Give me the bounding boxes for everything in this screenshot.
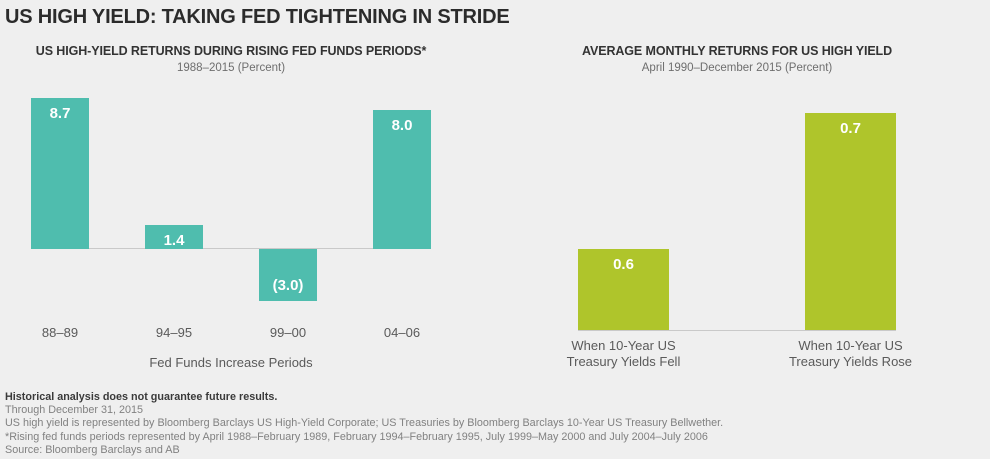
x-axis-tick-label: 94–95 <box>155 325 193 340</box>
footnotes-block: Historical analysis does not guarantee f… <box>5 391 975 457</box>
x-axis-tick-label: 04–06 <box>383 325 421 340</box>
bar: 8.7 <box>31 98 89 249</box>
bar: 0.6 <box>578 248 669 330</box>
left-chart-subtitle: 1988–2015 (Percent) <box>176 62 286 74</box>
left-chart-title: US HIGH-YIELD RETURNS DURING RISING FED … <box>35 44 427 58</box>
footnote-line: US high yield is represented by Bloomber… <box>5 417 724 430</box>
bar-value-label: (3.0) <box>272 276 304 294</box>
x-axis-tick-label: 88–89 <box>41 325 79 340</box>
right-chart-plot: 0.6 0.7 <box>578 113 896 331</box>
x-axis-baseline <box>31 248 431 250</box>
bar: 0.7 <box>805 113 896 330</box>
bar-value-label: 8.7 <box>49 105 71 122</box>
x-axis-baseline <box>578 329 896 331</box>
bar-value-label: 0.6 <box>613 255 634 273</box>
x-axis-tick-label: When 10-Year US Treasury Yields Fell <box>566 338 681 369</box>
bar: 1.4 <box>145 224 203 249</box>
x-axis-tick-label: 99–00 <box>269 325 307 340</box>
bar-value-label: 1.4 <box>163 231 185 249</box>
page-title: US HIGH YIELD: TAKING FED TIGHTENING IN … <box>5 6 510 28</box>
footnote-line: Through December 31, 2015 <box>5 404 144 417</box>
bar: (3.0) <box>259 248 317 301</box>
left-chart-plot: 8.7 1.4 (3.0) 8.0 <box>31 98 431 301</box>
footnote-line: *Rising fed funds periods represented by… <box>5 430 708 443</box>
right-chart-subtitle: April 1990–December 2015 (Percent) <box>641 62 833 74</box>
right-chart-header: AVERAGE MONTHLY RETURNS FOR US HIGH YIEL… <box>578 44 896 74</box>
right-chart-title: AVERAGE MONTHLY RETURNS FOR US HIGH YIEL… <box>581 44 893 58</box>
footnote-disclaimer: Historical analysis does not guarantee f… <box>5 391 278 403</box>
bar-value-label: 8.0 <box>391 117 413 135</box>
bar-value-label: 0.7 <box>840 120 861 137</box>
bar: 8.0 <box>373 110 431 249</box>
left-chart-x-axis-title: Fed Funds Increase Periods <box>149 355 313 370</box>
x-axis-tick-label: When 10-Year US Treasury Yields Rose <box>788 338 913 369</box>
left-chart-header: US HIGH-YIELD RETURNS DURING RISING FED … <box>31 44 431 74</box>
footnote-line: Source: Bloomberg Barclays and AB <box>5 443 180 456</box>
